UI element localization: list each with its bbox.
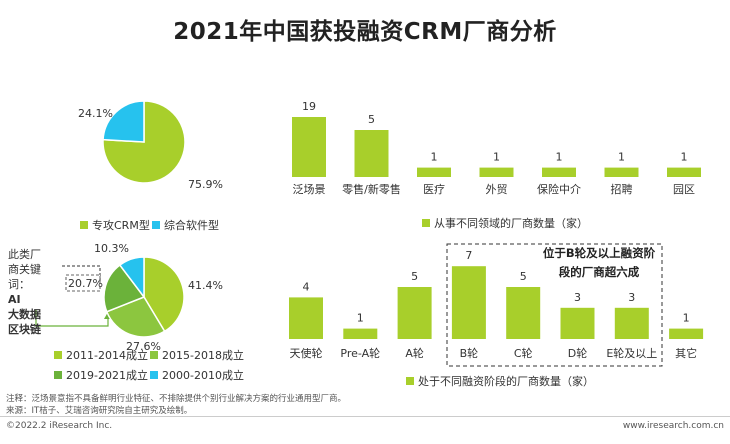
stage-chart-category-label: A轮 — [405, 346, 424, 360]
domain-chart-value-label: 1 — [431, 151, 438, 164]
domain-chart-category-label: 招聘 — [611, 182, 633, 196]
legend-label: 2011-2014成立 — [66, 348, 148, 362]
footer-copyright: ©2022.2 iResearch Inc. — [6, 421, 113, 431]
highlight-dashed-box — [446, 243, 663, 367]
domain-chart-category-label: 零售/新零售 — [342, 182, 401, 196]
founding-year-pie-slice — [103, 264, 146, 313]
legend-swatch — [80, 221, 88, 229]
pie-data-label: 10.3% — [94, 242, 129, 255]
stage-chart-category-label: D轮 — [568, 346, 587, 360]
stage-chart-bar — [397, 287, 432, 339]
domain-chart-value-label: 1 — [556, 151, 563, 164]
pie-data-label: 75.9% — [188, 178, 223, 191]
legend-swatch — [406, 377, 414, 385]
domain-chart-category-label: 泛场景 — [293, 182, 326, 196]
legend-label: 2015-2018成立 — [162, 348, 244, 362]
side-note-keyword: 大数据 — [8, 308, 41, 321]
stage-chart-value-label: 5 — [411, 270, 418, 283]
side-note-line: 商关键 — [8, 263, 41, 276]
domain-chart-bar — [292, 117, 326, 177]
domain-chart-bar — [417, 167, 451, 177]
founding-year-pie-slice — [118, 256, 145, 300]
stage-chart-value-label: 4 — [303, 280, 310, 293]
legend-swatch — [150, 371, 158, 379]
page-title: 2021年中国获投融资CRM厂商分析 — [173, 19, 557, 45]
stage-annotation: 位于B轮及以上融资阶 段的厂商超六成 — [534, 244, 664, 282]
stage-chart-category-label: 其它 — [675, 346, 697, 360]
stage-chart-value-label: 3 — [574, 291, 581, 304]
stage-chart-category-label: C轮 — [514, 346, 533, 360]
domain-chart-value-label: 1 — [493, 151, 500, 164]
stage-chart-value-label: 5 — [520, 270, 527, 283]
founding-year-pie-slice — [105, 296, 166, 338]
stage-chart-bar — [343, 328, 378, 339]
pie-data-label: 27.6% — [126, 340, 161, 353]
legend-label: 2000-2010成立 — [162, 368, 244, 382]
side-note-line: 词： — [8, 278, 30, 291]
domain-chart-category-label: 外贸 — [486, 183, 508, 196]
pie-data-label: 24.1% — [78, 107, 113, 120]
stage-chart-value-label: 1 — [357, 312, 364, 325]
pie-data-label: 41.4% — [188, 279, 223, 292]
domain-chart-value-label: 5 — [368, 113, 375, 126]
legend-swatch — [152, 221, 160, 229]
domain-chart-bar — [604, 167, 639, 177]
legend-swatch — [54, 351, 62, 359]
footer-url: www.iresearch.com.cn — [622, 421, 724, 431]
domain-chart-category-label: 园区 — [673, 183, 695, 196]
stage-chart-value-label: 3 — [628, 291, 635, 304]
domain-chart-value-label: 1 — [681, 151, 688, 164]
domain-chart-category-label: 医疗 — [423, 182, 445, 196]
domain-chart-bar — [542, 167, 576, 177]
stage-chart-bar — [506, 287, 541, 339]
stage-chart-bar — [289, 297, 323, 339]
stage-chart-category-label: E轮及以上 — [606, 346, 657, 360]
domain-chart-bar — [667, 167, 701, 177]
legend-label: 从事不同领域的厂商数量（家） — [434, 216, 588, 230]
footnote-remark: 注释：泛场景意指不具备鲜明行业特征、不排除提供个别行业解决方案的行业通用型厂商。 — [6, 394, 347, 404]
side-note-arrow — [35, 310, 109, 327]
crm-type-pie-slice — [102, 100, 145, 143]
stage-annotation-line: 段的厂商超六成 — [558, 265, 640, 279]
side-note-keyword: 区块链 — [8, 323, 41, 336]
legend-label: 综合软件型 — [164, 218, 219, 232]
slice-label-box — [65, 274, 101, 292]
stage-chart-category-label: 天使轮 — [290, 346, 323, 360]
side-note-keyword: AI — [8, 293, 21, 306]
domain-chart-bar — [479, 167, 514, 177]
legend-swatch — [54, 371, 62, 379]
stage-annotation-line: 位于B轮及以上融资阶 — [542, 246, 656, 260]
legend-label: 处于不同融资阶段的厂商数量（家） — [418, 374, 594, 388]
stage-chart-bar — [669, 328, 704, 339]
legend-swatch — [422, 219, 430, 227]
legend-label: 2019-2021成立 — [66, 368, 148, 382]
legend-swatch — [150, 351, 158, 359]
stage-chart-category-label: Pre-A轮 — [340, 346, 380, 360]
side-note-line: 此类厂 — [8, 248, 41, 261]
stage-chart-bar — [451, 266, 486, 339]
stage-chart-bar — [560, 307, 595, 339]
side-note: 此类厂 商关键 词： AI 大数据 区块链 — [8, 247, 62, 337]
stage-chart-value-label: 7 — [465, 249, 472, 262]
stage-chart-value-label: 1 — [683, 312, 690, 325]
domain-chart-value-label: 19 — [302, 100, 316, 113]
legend-label: 专攻CRM型 — [92, 218, 150, 232]
stage-chart-category-label: B轮 — [460, 346, 479, 360]
stage-chart-bar — [614, 307, 649, 339]
pie-data-label: 20.7% — [68, 277, 103, 290]
domain-chart-bar — [354, 130, 389, 177]
footnote-source: 来源：IT桔子、艾瑞咨询研究院自主研究及绘制。 — [6, 406, 193, 416]
footer-divider — [0, 416, 730, 417]
domain-chart-category-label: 保险中介 — [537, 182, 581, 196]
side-note-connector — [62, 265, 101, 282]
domain-chart-value-label: 1 — [618, 151, 625, 164]
